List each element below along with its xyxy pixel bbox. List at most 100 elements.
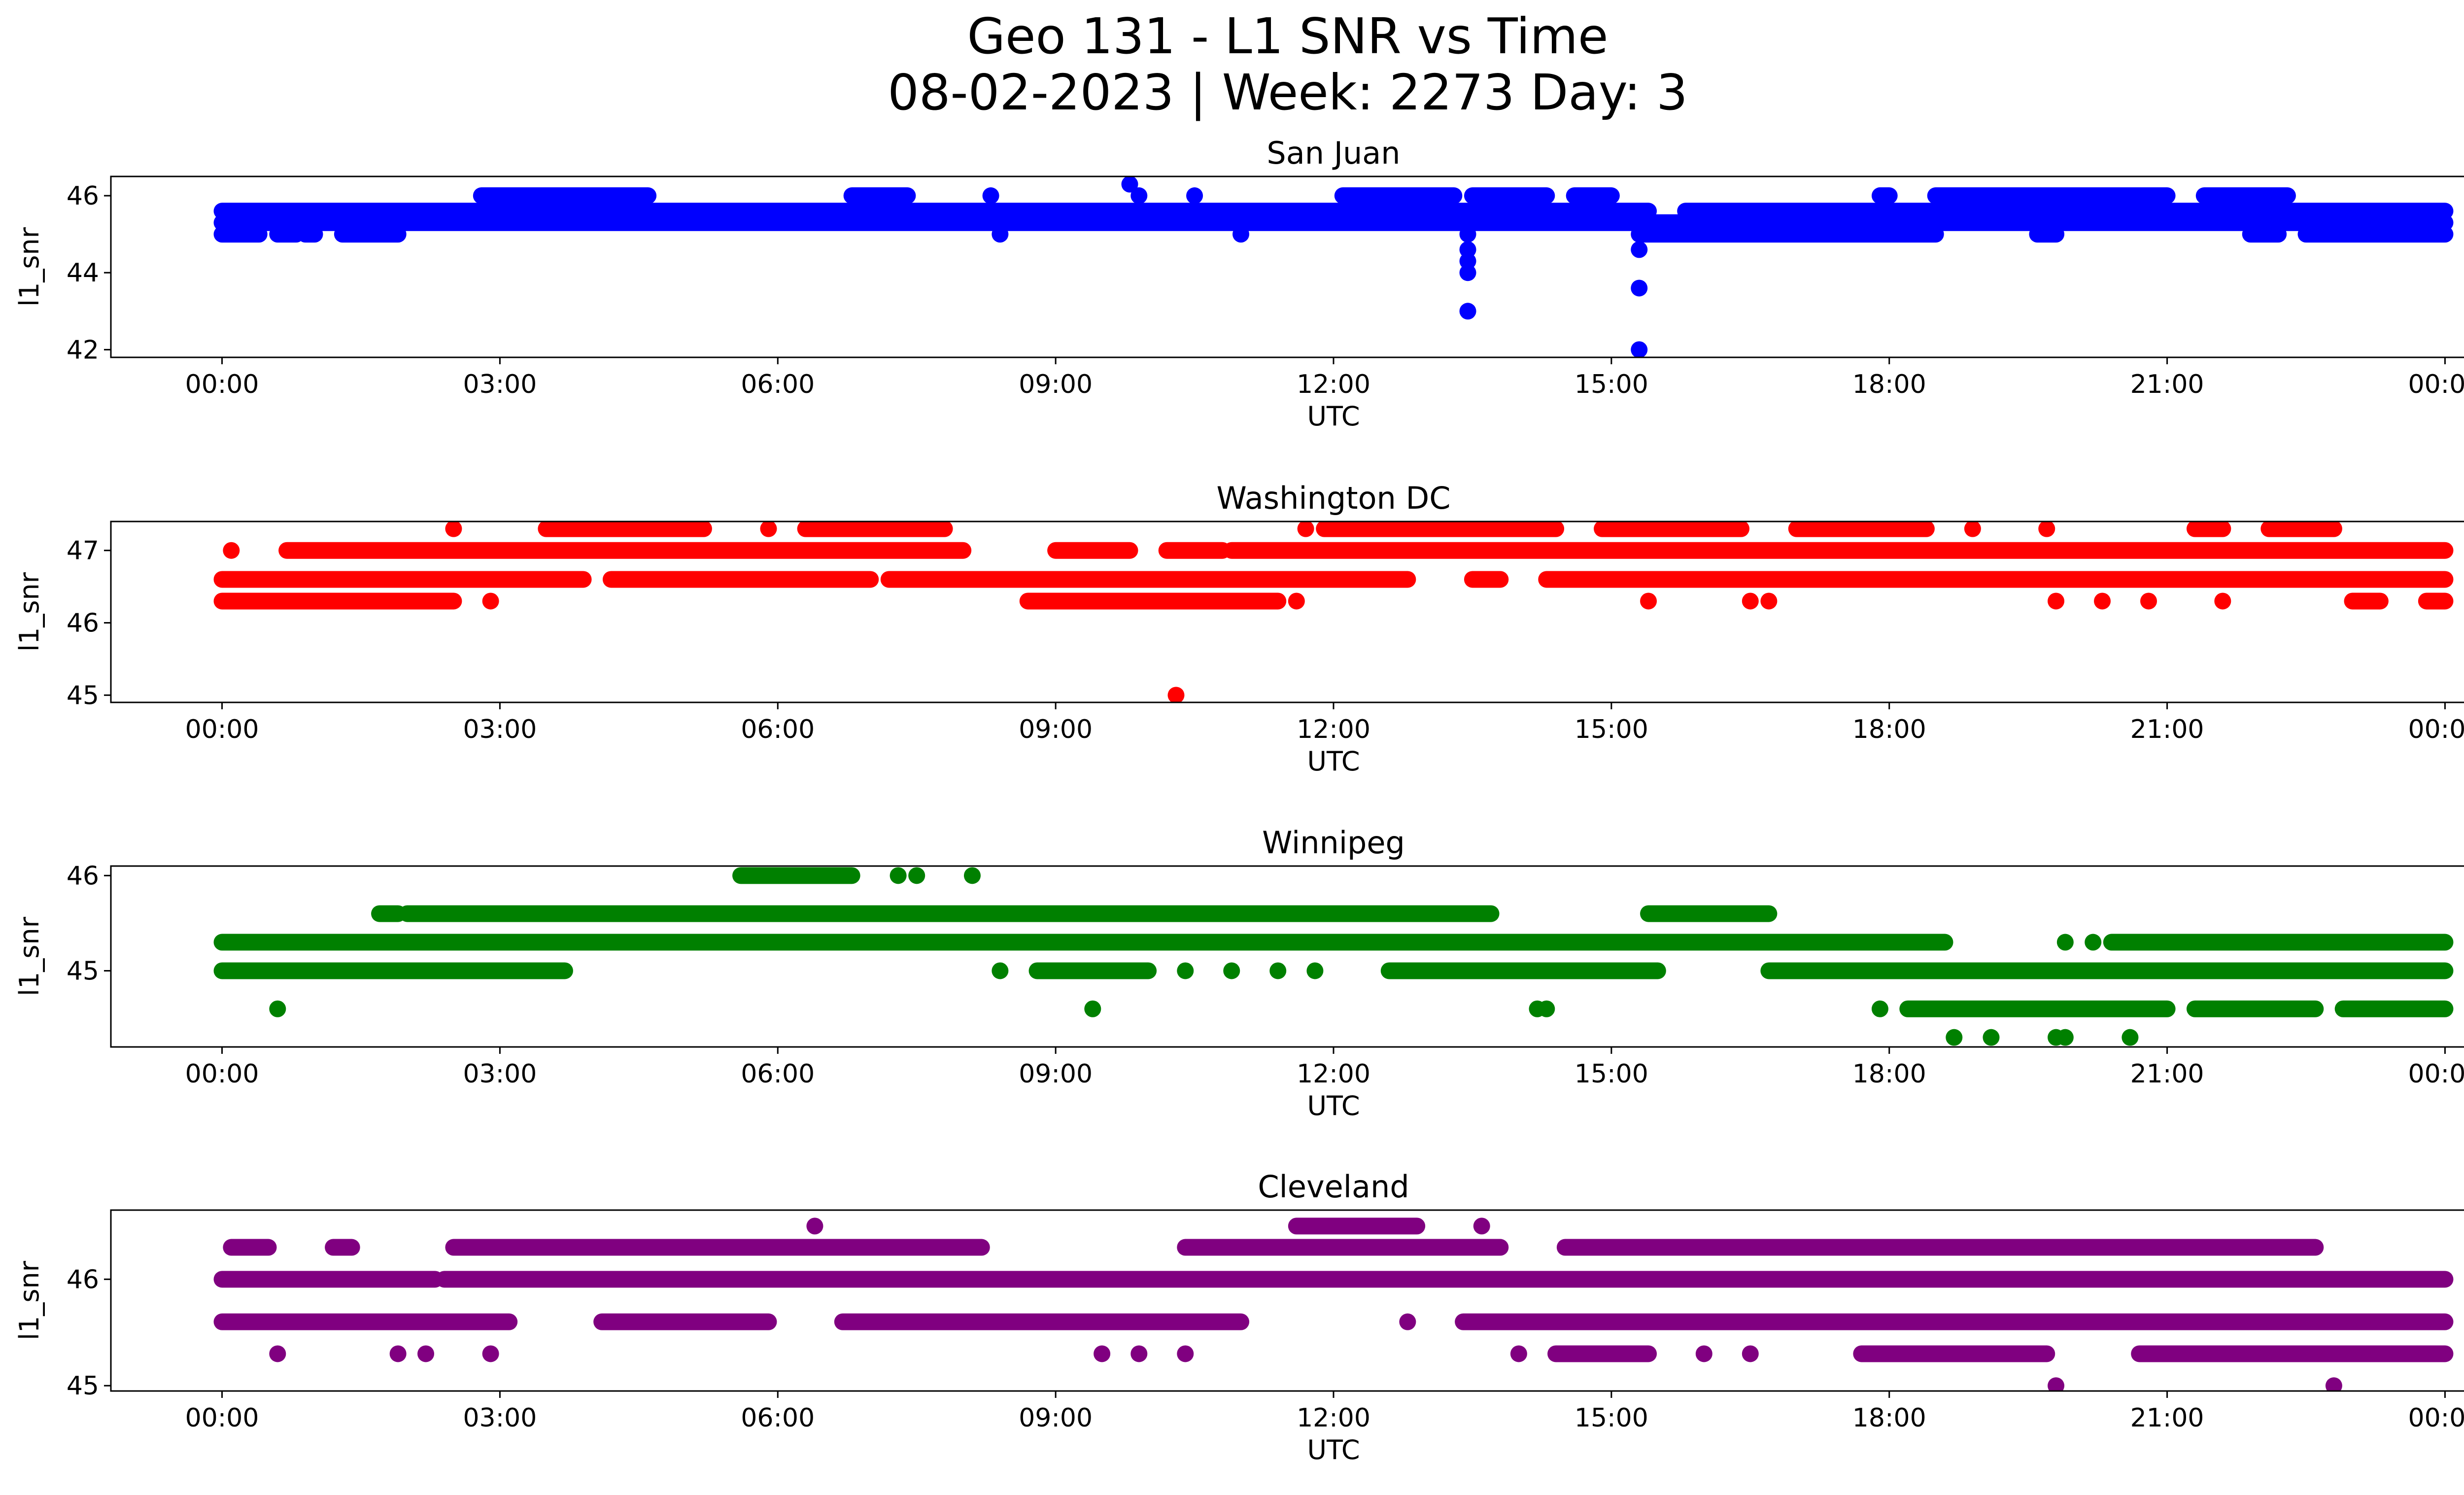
y-tick-label: 42 [67,335,99,365]
data-point [2056,1029,2074,1046]
data-point [417,1345,435,1362]
data-point [1121,176,1138,193]
data-series [213,867,2454,1046]
data-point [1177,962,1194,979]
x-tick-label: 21:00 [2130,1403,2204,1433]
y-axis-label: l1_snr [14,227,45,307]
x-tick-label: 15:00 [1574,715,1648,744]
data-point [1459,303,1476,320]
data-point [1983,1029,2000,1046]
data-point [1167,687,1185,702]
x-tick-label: 00:00 [185,370,259,399]
x-axis-label: UTC [1307,746,1360,777]
x-tick-label: 18:00 [1852,1403,1926,1433]
subplot-panels: San Juan 42 44 46 00:00 03:00 06:00 09:00 12:00 1… [14,135,2464,1465]
data-point [1306,962,1324,979]
data-point [1094,1345,1111,1362]
x-tick-label: 21:00 [2130,370,2204,399]
data-point [1288,592,1305,610]
axes-frame [110,865,2464,1048]
figure-title-line2: 08-02-2023 | Week: 2273 Day: 3 [888,64,1687,121]
subplot-cleveland: Cleveland 45 46 00:00 03:00 06:00 09:00 12:00 15… [14,1169,2464,1465]
data-point [992,962,1009,979]
data-point [1223,962,1240,979]
x-tick-label: 09:00 [1019,715,1093,744]
data-point [1297,522,1314,537]
x-tick-label: 06:00 [741,715,815,744]
y-axis-label: l1_snr [14,572,45,652]
data-point [1946,1029,1963,1046]
data-point [1084,1000,1101,1017]
data-point [1631,241,1648,258]
subplot-title: Washington DC [1216,480,1450,516]
data-point [992,226,1009,243]
y-tick-label: 45 [67,681,99,710]
x-tick-label: 00:00 [185,715,259,744]
data-point [1399,1313,1416,1330]
data-point [1529,1000,1546,1017]
x-tick-label: 21:00 [2130,715,2204,744]
y-tick-label: 46 [67,181,99,211]
data-point [1510,187,1527,205]
x-tick-label: 00:00 [185,1403,259,1433]
data-point [1871,1000,1888,1017]
y-tick-label: 46 [67,609,99,638]
data-point [2122,1029,2139,1046]
data-point [1269,962,1287,979]
data-point [890,867,907,884]
data-point [963,867,981,884]
data-point [760,522,777,537]
data-series [213,176,2454,357]
data-point [1459,241,1476,258]
x-tick-label: 03:00 [463,370,537,399]
data-point [482,1345,499,1362]
y-tick-label: 45 [67,956,99,986]
x-tick-label: 00:00 [2408,1059,2464,1089]
data-point [1510,1345,1527,1362]
x-axis-label: UTC [1307,1434,1360,1465]
y-tick-label: 46 [67,1265,99,1294]
data-point [1459,226,1476,243]
data-point [223,542,240,559]
data-point [269,1000,286,1017]
x-tick-label: 00:00 [2408,715,2464,744]
data-point [1631,341,1648,357]
x-tick-label: 18:00 [1852,715,1926,744]
x-tick-label: 18:00 [1852,370,1926,399]
x-tick-label: 15:00 [1574,1059,1648,1089]
x-tick-label: 00:00 [185,1059,259,1089]
y-axis-label: l1_snr [14,1260,45,1340]
y-tick-label: 47 [67,536,99,566]
y-tick-label: 44 [67,258,99,288]
subplot-title: San Juan [1266,135,1400,171]
x-tick-label: 03:00 [463,1403,537,1433]
data-point [389,1345,407,1362]
data-point [2140,592,2157,610]
x-tick-label: 06:00 [741,1059,815,1089]
x-tick-label: 09:00 [1019,1059,1093,1089]
subplot-title: Winnipeg [1262,825,1405,861]
x-tick-label: 09:00 [1019,1403,1093,1433]
data-point [2195,1345,2213,1362]
x-tick-label: 06:00 [741,370,815,399]
data-point [2094,592,2111,610]
x-axis-label: UTC [1307,1090,1360,1121]
x-tick-label: 15:00 [1574,370,1648,399]
data-point [1186,187,1203,205]
data-point [982,187,999,205]
subplot-title: Cleveland [1258,1169,1409,1205]
x-tick-label: 12:00 [1297,715,1370,744]
x-tick-label: 12:00 [1297,1059,1370,1089]
x-tick-label: 00:00 [2408,1403,2464,1433]
x-axis-label: UTC [1307,401,1360,432]
data-point [2048,592,2065,610]
data-point [482,592,499,610]
data-point [2048,1377,2065,1391]
data-point [1742,592,1759,610]
data-series [213,1217,2454,1391]
data-point [2085,934,2102,951]
subplot-san-juan: San Juan 42 44 46 00:00 03:00 06:00 09:00 12:00 1… [14,135,2464,432]
axes-frame [110,1209,2464,1392]
data-point [2325,1377,2342,1391]
data-point [1742,1345,1759,1362]
